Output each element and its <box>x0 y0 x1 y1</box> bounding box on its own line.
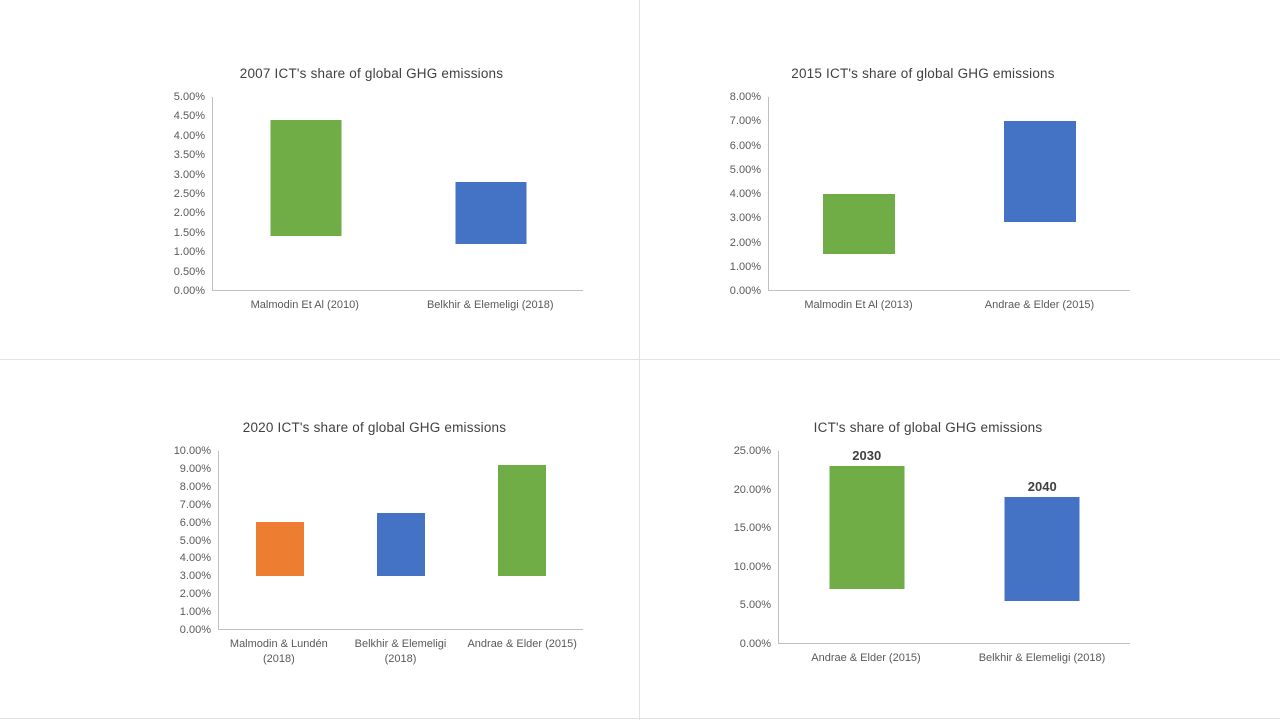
y-tick-label: 1.00% <box>179 606 211 619</box>
y-tick-label: 1.50% <box>173 226 205 239</box>
y-tick-label: 0.00% <box>179 624 211 636</box>
chart-body: 25.00% 20.00% 15.00% 10.00% 5.00% 0.00% 2030 2… <box>726 445 1130 650</box>
range-bar <box>498 465 547 576</box>
y-tick-label: 15.00% <box>733 522 771 535</box>
x-axis: Malmodin & Lundén (2018) Belkhir & Elemel… <box>218 637 583 667</box>
range-bar <box>255 522 304 576</box>
y-tick-label: 0.00% <box>729 285 761 297</box>
x-category-label: Andrae & Elder (2015) <box>811 652 921 664</box>
chart-2030-2040-forecast[interactable]: ICT's share of global GHG emissions 25.0… <box>726 418 1130 666</box>
y-tick-label: 3.00% <box>173 168 205 181</box>
y-tick-label: 10.00% <box>173 445 211 457</box>
y-tick-label: 4.00% <box>173 129 205 142</box>
y-tick-label: 2.00% <box>179 588 211 601</box>
chart-title: 2015 ICT's share of global GHG emissions <box>791 66 1055 81</box>
chart-2007[interactable]: 2007 ICT's share of global GHG emissions… <box>160 64 583 313</box>
y-tick-label: 2.00% <box>729 236 761 249</box>
chart-body: 8.00% 7.00% 6.00% 5.00% 4.00% 3.00% 2.00% 1.00%… <box>716 91 1130 297</box>
y-tick-label: 1.00% <box>729 260 761 273</box>
x-category-label: Andrae & Elder (2015) <box>467 638 577 650</box>
range-bar <box>829 466 905 590</box>
x-category-label: Belkhir & Elemeligi (2018) <box>426 299 554 311</box>
range-bar <box>455 181 526 244</box>
y-tick-label: 6.00% <box>179 516 211 529</box>
y-tick-label: 5.00% <box>729 163 761 176</box>
y-tick-label: 0.00% <box>173 285 205 297</box>
y-axis: 25.00% 20.00% 15.00% 10.00% 5.00% 0.00% <box>726 445 778 650</box>
x-axis: Andrae & Elder (2015) Belkhir & Elemeligi… <box>778 651 1130 666</box>
y-tick-label: 8.00% <box>179 480 211 493</box>
bar-value-label: 2030 <box>852 448 882 464</box>
y-tick-label: 5.00% <box>179 534 211 547</box>
quadrant-divider-vertical <box>639 0 640 720</box>
chart-body: 5.00% 4.50% 4.00% 3.50% 3.00% 2.50% 2.00% 1.50%… <box>160 91 583 297</box>
y-tick-label: 2.00% <box>173 207 205 220</box>
range-bar <box>823 193 896 254</box>
x-axis: Malmodin Et Al (2013) Andrae & Elder (201… <box>768 298 1130 313</box>
range-bar <box>1004 497 1080 601</box>
plot-area: 2030 2040 <box>778 448 1130 644</box>
chart-2020[interactable]: 2020 ICT's share of global GHG emissions… <box>166 418 583 667</box>
range-bar <box>1003 121 1076 223</box>
y-tick-label: 6.00% <box>729 139 761 152</box>
range-bar <box>377 513 425 576</box>
y-tick-label: 3.00% <box>179 570 211 583</box>
y-tick-label: 4.50% <box>173 110 205 123</box>
y-axis: 10.00% 9.00% 8.00% 7.00% 6.00% 5.00% 4.00% 3.00… <box>166 445 218 636</box>
y-tick-label: 7.00% <box>179 498 211 511</box>
y-tick-label: 8.00% <box>729 91 761 103</box>
chart-2015[interactable]: 2015 ICT's share of global GHG emissions… <box>716 64 1130 313</box>
y-tick-label: 10.00% <box>733 560 771 573</box>
chart-body: 10.00% 9.00% 8.00% 7.00% 6.00% 5.00% 4.00% 3.00… <box>166 445 583 636</box>
chart-title: ICT's share of global GHG emissions <box>813 420 1043 435</box>
chart-title: 2020 ICT's share of global GHG emissions <box>242 420 507 435</box>
quadrant-divider-horizontal <box>0 359 1280 360</box>
x-category-label: Belkhir & Elemeligi (2018) <box>354 638 447 665</box>
y-tick-label: 5.00% <box>173 91 205 103</box>
chart-title: 2007 ICT's share of global GHG emissions <box>239 66 504 81</box>
y-tick-label: 3.50% <box>173 149 205 162</box>
y-axis: 8.00% 7.00% 6.00% 5.00% 4.00% 3.00% 2.00% 1.00%… <box>716 91 768 297</box>
plot-area <box>212 97 583 291</box>
y-tick-label: 0.00% <box>739 638 771 650</box>
bar-value-label: 2040 <box>1027 479 1057 495</box>
x-category-label: Malmodin Et Al (2010) <box>250 299 359 311</box>
y-tick-label: 0.50% <box>173 265 205 278</box>
bottom-edge-line <box>0 718 1280 719</box>
y-axis: 5.00% 4.50% 4.00% 3.50% 3.00% 2.50% 2.00% 1.50%… <box>160 91 212 297</box>
range-bar <box>270 120 341 236</box>
x-axis: Malmodin Et Al (2010) Belkhir & Elemeligi… <box>212 298 583 313</box>
y-tick-label: 5.00% <box>739 599 771 612</box>
y-tick-label: 25.00% <box>733 445 771 457</box>
x-category-label: Belkhir & Elemeligi (2018) <box>978 652 1106 664</box>
y-tick-label: 2.50% <box>173 188 205 200</box>
y-tick-label: 20.00% <box>733 483 771 496</box>
plot-area <box>768 97 1130 291</box>
x-category-label: Malmodin Et Al (2013) <box>804 299 913 311</box>
y-tick-label: 4.00% <box>179 552 211 565</box>
y-tick-label: 4.00% <box>729 188 761 200</box>
x-category-label: Andrae & Elder (2015) <box>984 299 1095 311</box>
x-category-label: Malmodin & Lundén (2018) <box>229 638 328 665</box>
y-tick-label: 3.00% <box>729 212 761 225</box>
y-tick-label: 9.00% <box>179 462 211 475</box>
plot-area <box>218 451 583 630</box>
y-tick-label: 1.00% <box>173 246 205 259</box>
y-tick-label: 7.00% <box>729 115 761 128</box>
